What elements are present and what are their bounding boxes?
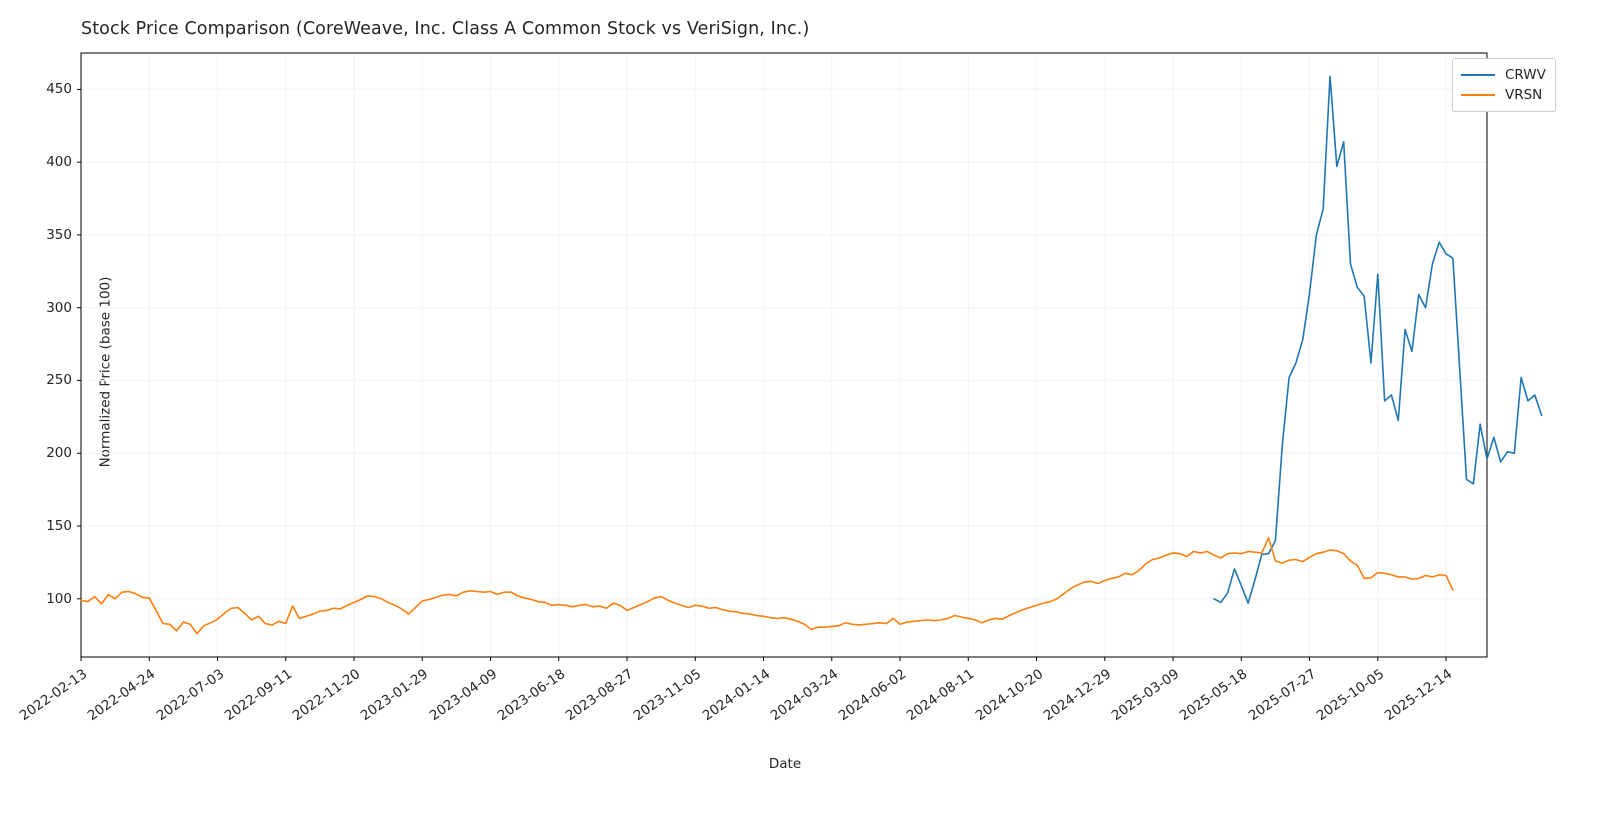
y-tick-label: 250 xyxy=(46,372,72,389)
legend-item-crwv[interactable]: CRWV xyxy=(1461,65,1546,85)
y-tick-label: 300 xyxy=(46,299,72,316)
series-line-crwv xyxy=(1213,75,1543,604)
legend-label: VRSN xyxy=(1505,87,1543,103)
y-tick-label: 150 xyxy=(46,518,72,534)
y-tick-label: 450 xyxy=(46,81,72,98)
data-series-lines xyxy=(80,75,1543,635)
series-line-vrsn xyxy=(80,536,1454,635)
axis-ticks xyxy=(77,88,1447,661)
legend-swatch-crwv xyxy=(1461,74,1495,76)
y-tick-label: 400 xyxy=(46,154,72,171)
y-tick-label: 100 xyxy=(46,590,72,607)
y-tick-label: 200 xyxy=(46,445,72,462)
y-tick-label: 350 xyxy=(46,226,72,243)
chart-legend[interactable]: CRWV VRSN xyxy=(1452,58,1556,112)
legend-label: CRWV xyxy=(1505,67,1546,83)
legend-item-vrsn[interactable]: VRSN xyxy=(1461,85,1546,105)
grid-lines xyxy=(80,53,1487,657)
plot-frame xyxy=(80,52,1488,658)
chart-title: Stock Price Comparison (CoreWeave, Inc. … xyxy=(81,19,810,39)
legend-swatch-vrsn xyxy=(1461,94,1495,96)
x-axis-label: Date xyxy=(768,756,802,772)
